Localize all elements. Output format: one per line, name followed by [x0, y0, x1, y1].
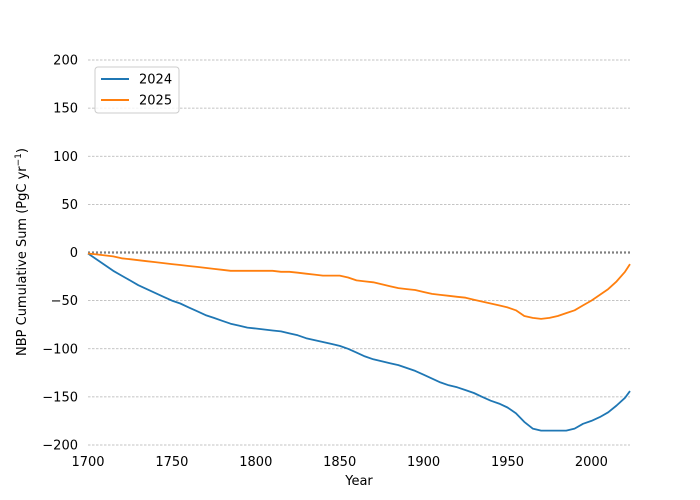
legend: 2024 2025 [94, 66, 180, 114]
legend-label-2025: 2025 [139, 94, 172, 109]
y-tick-label: −150 [42, 390, 78, 405]
x-tick-label: 1750 [155, 455, 188, 470]
x-tick-label: 2000 [575, 455, 608, 470]
x-tick-label: 1700 [71, 455, 104, 470]
y-tick-label: −200 [42, 439, 78, 454]
x-axis-title: Year [344, 474, 373, 489]
y-axis-title-suffix: ) [15, 148, 30, 153]
y-tick-label: 200 [53, 54, 78, 69]
y-tick-label: −100 [42, 342, 78, 357]
x-tick-label: 1900 [407, 455, 440, 470]
y-axis-title-superscript: −1 [14, 153, 24, 166]
x-tick-label: 1950 [491, 455, 524, 470]
y-tick-label: 100 [53, 150, 78, 165]
y-tick-label: 150 [53, 102, 78, 117]
y-tick-label: 0 [70, 246, 78, 261]
series-layer [87, 252, 631, 432]
series-line-2024 [87, 252, 631, 432]
y-axis-title: NBP Cumulative Sum (PgC yr−1) [14, 148, 30, 356]
legend-label-2024: 2024 [139, 73, 172, 88]
y-tick-label: −50 [51, 294, 78, 309]
x-tick-label: 1850 [323, 455, 356, 470]
x-tick-labels: 1700 1750 1800 1850 1900 1950 2000 [71, 455, 607, 470]
y-tick-label: 50 [61, 198, 78, 213]
y-axis-title-main: NBP Cumulative Sum (PgC yr [15, 166, 30, 356]
y-tick-labels: 200 150 100 50 0 −50 −100 −150 −200 [42, 54, 78, 454]
series-line-2025 [87, 252, 631, 320]
x-tick-label: 1800 [239, 455, 272, 470]
